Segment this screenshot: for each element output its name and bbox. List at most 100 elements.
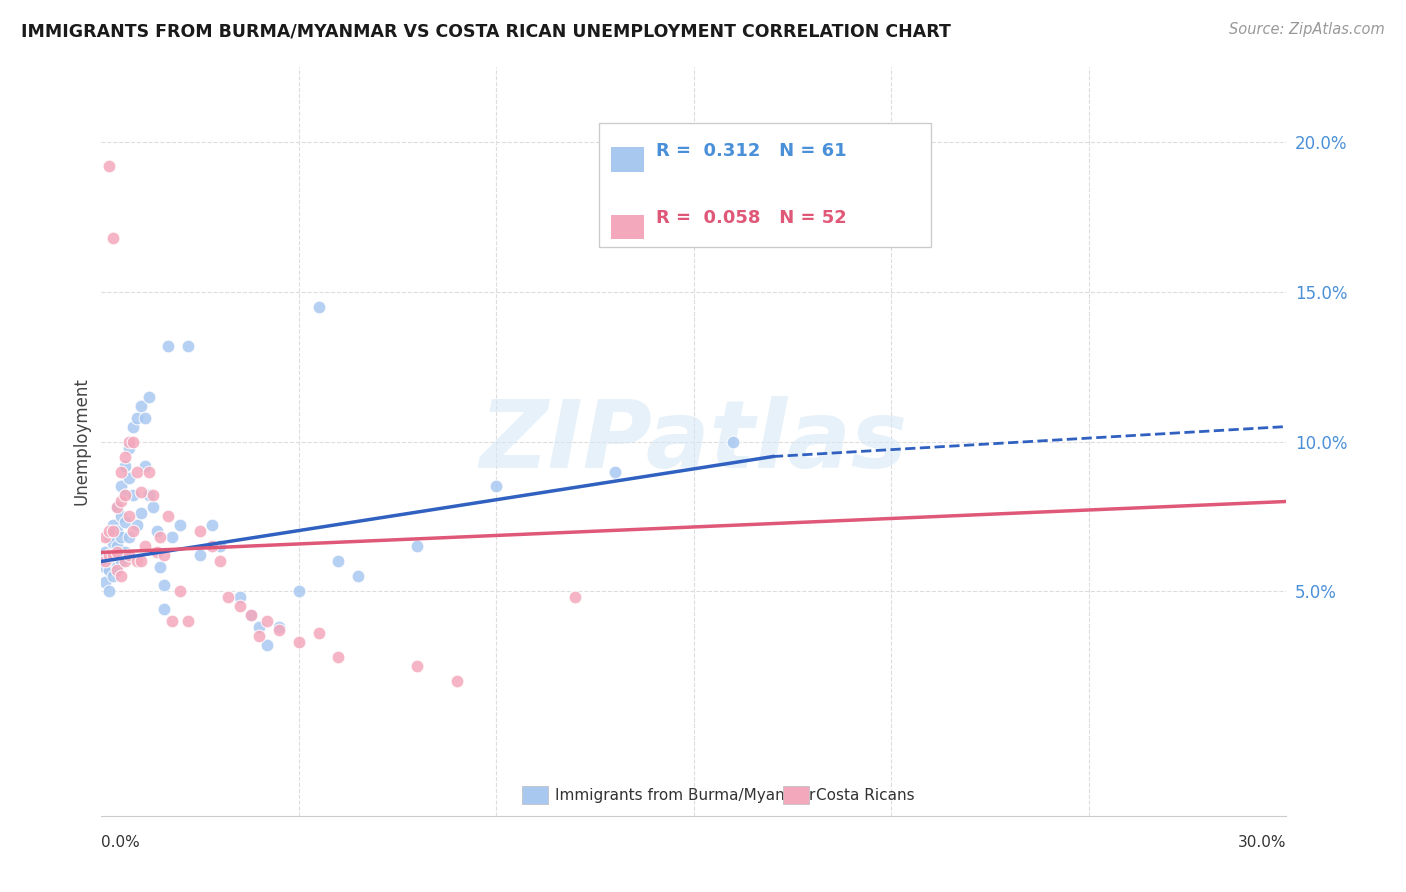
Point xyxy=(105,500,128,515)
Point xyxy=(114,488,136,502)
Point xyxy=(564,591,586,605)
Point xyxy=(121,419,143,434)
Point xyxy=(125,465,148,479)
Point xyxy=(267,620,290,634)
Point xyxy=(347,569,370,583)
Text: IMMIGRANTS FROM BURMA/MYANMAR VS COSTA RICAN UNEMPLOYMENT CORRELATION CHART: IMMIGRANTS FROM BURMA/MYANMAR VS COSTA R… xyxy=(21,22,950,40)
Point xyxy=(129,554,152,568)
FancyBboxPatch shape xyxy=(610,147,644,172)
Point xyxy=(101,569,124,583)
Point xyxy=(125,554,148,568)
Point xyxy=(105,563,128,577)
Point xyxy=(188,524,211,539)
Text: R =  0.312   N = 61: R = 0.312 N = 61 xyxy=(657,142,846,160)
Point xyxy=(153,578,176,592)
Point xyxy=(94,545,117,559)
Point xyxy=(256,638,278,652)
Text: Costa Ricans: Costa Ricans xyxy=(815,788,914,803)
Point xyxy=(110,569,132,583)
Point xyxy=(98,584,121,599)
Point xyxy=(129,399,152,413)
Point xyxy=(308,300,330,314)
Point xyxy=(105,560,128,574)
Point xyxy=(118,470,141,484)
Point xyxy=(328,650,350,665)
Y-axis label: Unemployment: Unemployment xyxy=(72,377,90,506)
Point xyxy=(114,545,136,559)
Point xyxy=(142,488,165,502)
Point xyxy=(98,549,121,563)
Text: Immigrants from Burma/Myanmar: Immigrants from Burma/Myanmar xyxy=(555,788,815,803)
Point xyxy=(162,615,184,629)
Point xyxy=(142,500,165,515)
Text: ZIPatlas: ZIPatlas xyxy=(479,395,908,488)
Point xyxy=(177,338,200,352)
Point xyxy=(145,545,167,559)
Point xyxy=(138,465,160,479)
Point xyxy=(101,549,124,563)
Point xyxy=(110,465,132,479)
Point xyxy=(110,554,132,568)
Point xyxy=(110,494,132,508)
Point xyxy=(149,560,172,574)
Point xyxy=(134,410,156,425)
Point xyxy=(94,554,117,568)
Point xyxy=(125,518,148,533)
Point xyxy=(114,450,136,464)
Point xyxy=(118,441,141,455)
Point xyxy=(105,540,128,554)
Point xyxy=(169,584,191,599)
Text: 0.0%: 0.0% xyxy=(101,836,141,850)
Point xyxy=(256,615,278,629)
Point xyxy=(603,465,626,479)
Point xyxy=(880,201,903,215)
Point xyxy=(240,608,263,623)
Point xyxy=(247,620,270,634)
Point xyxy=(153,602,176,616)
Point xyxy=(105,545,128,559)
Point xyxy=(105,524,128,539)
Point xyxy=(114,458,136,473)
Point xyxy=(188,549,211,563)
Point xyxy=(98,563,121,577)
Point xyxy=(201,540,224,554)
Point xyxy=(208,554,231,568)
Point xyxy=(406,540,429,554)
Point xyxy=(101,524,124,539)
Point xyxy=(114,488,136,502)
Point xyxy=(134,458,156,473)
Point xyxy=(94,560,117,574)
Point xyxy=(169,518,191,533)
Point xyxy=(267,624,290,638)
Point xyxy=(177,615,200,629)
Point xyxy=(406,659,429,673)
Text: R =  0.058   N = 52: R = 0.058 N = 52 xyxy=(657,210,846,227)
Point xyxy=(287,635,309,649)
Point xyxy=(201,518,224,533)
Point xyxy=(98,549,121,563)
Point xyxy=(98,531,121,545)
Point xyxy=(118,509,141,524)
Point xyxy=(129,507,152,521)
Point xyxy=(157,509,180,524)
Point xyxy=(240,608,263,623)
Point xyxy=(98,159,121,173)
Point xyxy=(228,591,250,605)
Point xyxy=(208,540,231,554)
Point xyxy=(153,549,176,563)
Text: Source: ZipAtlas.com: Source: ZipAtlas.com xyxy=(1229,22,1385,37)
Point xyxy=(125,410,148,425)
Point xyxy=(114,554,136,568)
Point xyxy=(101,554,124,568)
Point xyxy=(129,485,152,500)
Point xyxy=(101,518,124,533)
Point xyxy=(110,479,132,493)
Point xyxy=(134,540,156,554)
Point xyxy=(723,434,745,449)
Point xyxy=(446,674,468,689)
Point xyxy=(217,591,239,605)
Point xyxy=(101,231,124,245)
Point xyxy=(101,536,124,550)
Point xyxy=(228,599,250,614)
Point xyxy=(105,500,128,515)
